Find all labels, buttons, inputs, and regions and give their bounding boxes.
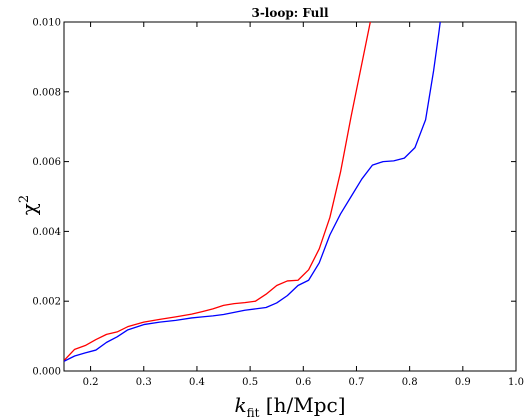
x-tick-label: 0.8 <box>402 377 418 388</box>
y-tick-label: 0.006 <box>32 157 61 168</box>
x-tick-label: 0.7 <box>349 377 365 388</box>
x-tick-label: 0.6 <box>295 377 311 388</box>
x-axis-label: kfit [h/Mpc] <box>234 393 345 420</box>
x-tick-label: 0.9 <box>455 377 471 388</box>
x-tick-label: 0.2 <box>83 377 99 388</box>
y-tick-label: 0.000 <box>32 367 61 378</box>
series-group <box>64 22 441 362</box>
x-tick-label: 0.3 <box>136 377 152 388</box>
x-axis: 0.2 0.3 0.4 0.5 0.6 0.7 0.8 0.9 1.0 <box>83 22 524 388</box>
y-tick-label: 0.004 <box>32 227 61 238</box>
x-tick-label: 1.0 <box>508 377 524 388</box>
x-tick-label: 0.4 <box>189 377 205 388</box>
y-axis-label: χ2 <box>17 195 41 215</box>
y-tick-label: 0.010 <box>32 18 61 29</box>
series-line-1 <box>64 22 371 361</box>
series-line-2 <box>64 22 441 362</box>
x-tick-label: 0.5 <box>242 377 258 388</box>
plot-frame <box>63 21 517 372</box>
chart-title: 3-loop: Full <box>251 6 328 20</box>
y-tick-label: 0.008 <box>32 87 61 98</box>
y-axis: 0.000 0.002 0.004 0.006 0.008 0.010 <box>32 18 516 378</box>
y-tick-label: 0.002 <box>32 297 61 308</box>
